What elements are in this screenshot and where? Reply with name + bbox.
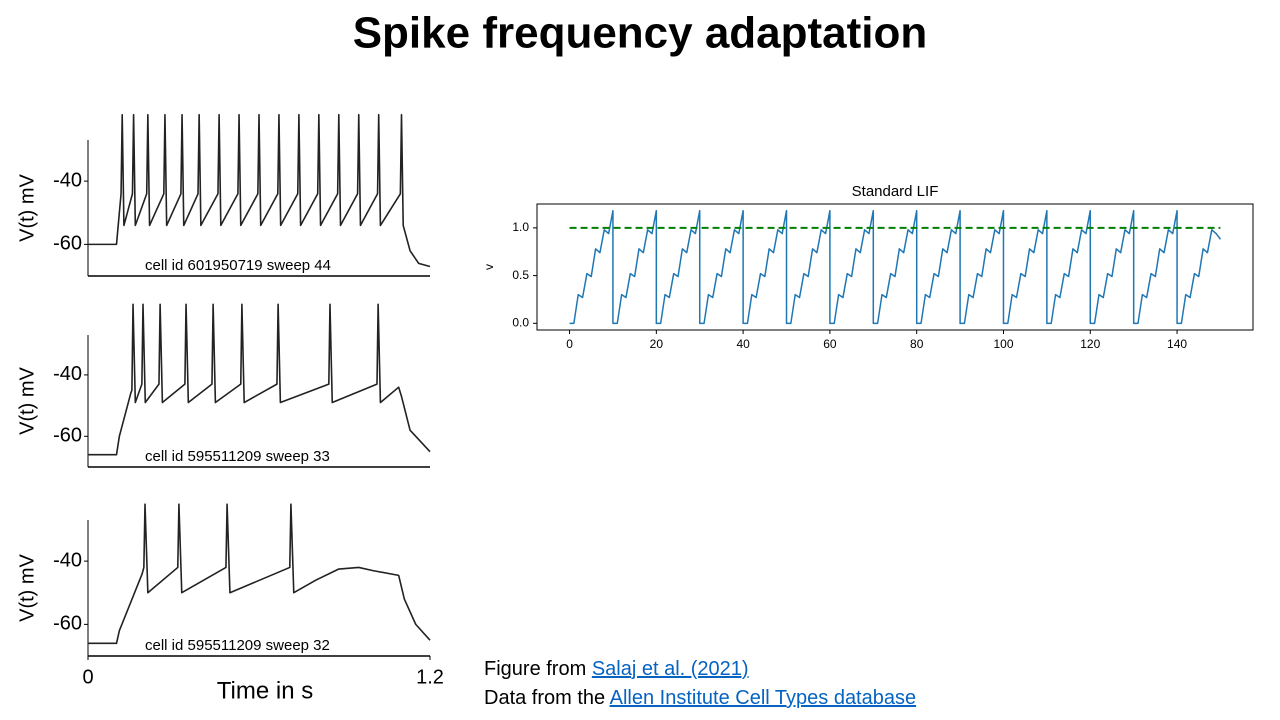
x-tick-label: 80 (910, 337, 924, 351)
cell-label: cell id 601950719 sweep 44 (145, 257, 331, 274)
x-axis-label: Time in s (217, 677, 313, 704)
footer-link[interactable]: Allen Institute Cell Types database (609, 687, 917, 709)
x-tick-label: 60 (823, 337, 837, 351)
footer-link[interactable]: Salaj et al. (2021) (591, 658, 749, 680)
y-axis-label: V(t) mV (16, 173, 38, 241)
y-tick-label: -40 (53, 169, 82, 191)
footer-text: Data from the (484, 687, 606, 709)
x-tick-label: 140 (1167, 337, 1187, 351)
y-tick-label: -40 (53, 549, 82, 571)
y-tick-label: -60 (53, 613, 82, 635)
y-tick-label: -60 (53, 233, 82, 255)
slide-title: Spike frequency adaptation (353, 9, 928, 58)
voltage-trace (88, 303, 431, 456)
footer-text: Figure from (484, 658, 587, 680)
footer-line: Data from the Allen Institute Cell Types… (484, 687, 916, 710)
x-tick-label: 1.2 (416, 666, 444, 688)
y-axis-label: V(t) mV (16, 553, 38, 621)
x-tick-label: 40 (736, 337, 750, 351)
y-tick-label: 0.5 (512, 268, 529, 282)
chart-title: Standard LIF (852, 183, 939, 200)
y-tick-label: 0.0 (512, 315, 529, 329)
plot-frame (536, 203, 1254, 331)
cell-label: cell id 595511209 sweep 33 (145, 448, 330, 465)
y-axis-label: v (482, 264, 496, 270)
x-tick-label: 0 (82, 666, 93, 688)
x-tick-label: 120 (1080, 337, 1100, 351)
voltage-trace (88, 113, 431, 268)
x-tick-label: 20 (650, 337, 664, 351)
voltage-trace (88, 503, 431, 645)
x-tick-label: 100 (993, 337, 1013, 351)
y-tick-label: -60 (53, 425, 82, 447)
footer-line: Figure from Salaj et al. (2021) (484, 658, 749, 681)
y-tick-label: 1.0 (512, 220, 529, 234)
y-axis-label: V(t) mV (16, 366, 38, 434)
lif-trace (569, 209, 1222, 325)
x-tick-label: 0 (566, 337, 573, 351)
y-tick-label: -40 (53, 363, 82, 385)
cell-label: cell id 595511209 sweep 32 (145, 637, 330, 654)
